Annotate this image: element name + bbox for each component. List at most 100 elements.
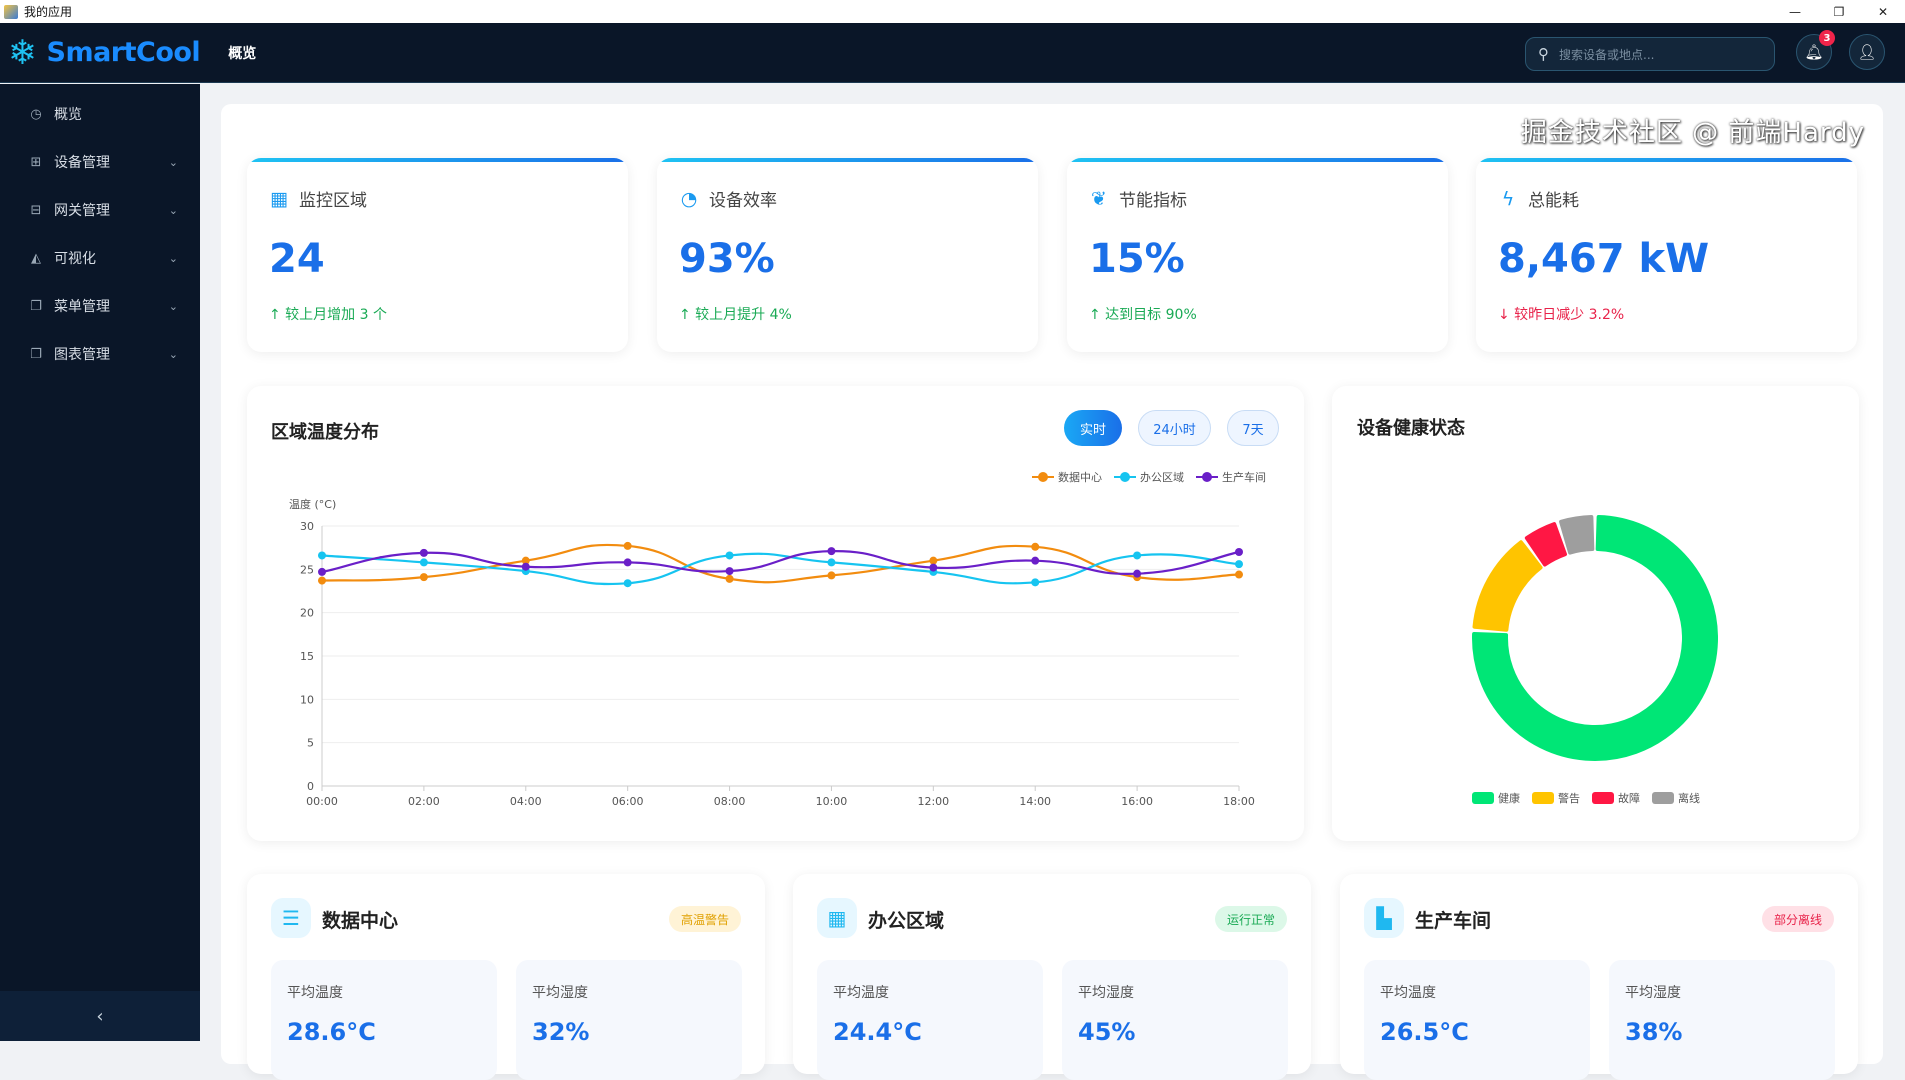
data-point[interactable]	[318, 551, 326, 560]
data-point[interactable]	[419, 573, 428, 582]
sidebar-item-5[interactable]: ❐ 图表管理 ⌄	[0, 330, 200, 378]
data-point[interactable]	[1133, 569, 1142, 578]
metric-value: 26.5°C	[1380, 1018, 1469, 1046]
data-point[interactable]	[318, 567, 326, 576]
legend-swatch	[1532, 792, 1554, 804]
data-point[interactable]	[419, 548, 428, 557]
legend-item[interactable]: 办公区域	[1114, 469, 1184, 485]
data-point[interactable]	[929, 563, 938, 572]
pie-chart-icon: ◷	[30, 106, 42, 122]
legend-item[interactable]: 健康	[1472, 790, 1520, 806]
search-icon: ⚲	[1538, 45, 1549, 63]
data-point[interactable]	[1133, 551, 1142, 560]
legend-item[interactable]: 警告	[1532, 790, 1580, 806]
x-tick-label: 16:00	[1121, 795, 1153, 808]
legend-swatch	[1652, 792, 1674, 804]
data-point[interactable]	[827, 571, 836, 580]
data-point[interactable]	[1133, 573, 1142, 582]
metric-label: 平均温度	[1380, 985, 1436, 1001]
sidebar-item-label: 概览	[54, 107, 82, 123]
sidebar-item-2[interactable]: ⊟ 网关管理 ⌄	[0, 186, 200, 234]
top-header: ❄ SmartCool 概览 ⚲ 搜索设备或地点... 🔔︎ 3 👤︎	[0, 23, 1905, 83]
donut-slice-0[interactable]	[1472, 515, 1718, 761]
kpi-trend: ↑ 较上月提升 4%	[679, 307, 792, 323]
sidebar-item-label: 可视化	[54, 251, 96, 267]
kpi-trend: ↓ 较昨日减少 3.2%	[1498, 307, 1625, 323]
metric-label: 平均湿度	[1078, 985, 1134, 1001]
zone-name: 生产车间	[1415, 910, 1492, 932]
data-point[interactable]	[1031, 542, 1040, 551]
bell-icon: 🔔︎	[1804, 43, 1824, 61]
donut-slice-2[interactable]	[1524, 522, 1567, 567]
legend-marker	[1114, 472, 1136, 482]
data-point[interactable]	[419, 558, 428, 567]
sidebar-item-0[interactable]: ◷ 概览	[0, 90, 200, 138]
sidebar-item-4[interactable]: ❐ 菜单管理 ⌄	[0, 282, 200, 330]
kpi-value: 93%	[679, 236, 775, 282]
data-point[interactable]	[725, 574, 734, 583]
brand-logo[interactable]: ❄ SmartCool	[8, 36, 201, 70]
range-button-7d[interactable]: 7天	[1227, 410, 1279, 446]
header-nav-overview[interactable]: 概览	[228, 45, 257, 62]
data-point[interactable]	[1235, 548, 1243, 556]
data-point[interactable]	[1235, 560, 1243, 569]
sidebar-item-3[interactable]: ◭ 可视化 ⌄	[0, 234, 200, 282]
metric-value: 45%	[1078, 1018, 1136, 1046]
data-point[interactable]	[623, 558, 632, 567]
donut-slice-1[interactable]	[1472, 540, 1543, 632]
chevron-down-icon: ⌄	[168, 347, 178, 361]
zone-metric: 平均湿度 45%	[1062, 960, 1288, 1080]
kpi-label: 设备效率	[709, 191, 777, 211]
collapse-sidebar-button[interactable]: ‹	[0, 991, 200, 1041]
data-point[interactable]	[318, 576, 326, 585]
data-point[interactable]	[521, 556, 530, 565]
legend-swatch	[1592, 792, 1614, 804]
donut-slice-3[interactable]	[1559, 515, 1595, 555]
data-point[interactable]	[1031, 556, 1040, 565]
zone-card[interactable]: ☰ 数据中心 高温警告 平均温度 28.6°C 平均湿度 32%	[247, 874, 765, 1080]
legend-marker	[1032, 472, 1054, 482]
y-axis-label: 温度 (°C)	[289, 497, 336, 511]
data-point[interactable]	[725, 567, 734, 576]
sidebar: ◷ 概览 ⊞ 设备管理 ⌄ ⊟ 网关管理 ⌄ ◭ 可视化 ⌄ ❐ 菜单管理 ⌄ ❐ 图表管理 ⌄ ‹	[0, 84, 200, 1041]
data-point[interactable]	[725, 551, 734, 560]
data-point[interactable]	[827, 547, 836, 556]
data-point[interactable]	[623, 579, 632, 588]
range-button-realtime[interactable]: 实时	[1064, 410, 1122, 446]
gauge-icon: ◔	[680, 187, 698, 210]
legend-item[interactable]: 离线	[1652, 790, 1700, 806]
legend-label: 健康	[1498, 792, 1520, 805]
data-point[interactable]	[929, 556, 938, 565]
area-chart-icon: ◭	[31, 250, 41, 266]
y-tick-label: 30	[300, 520, 314, 533]
minimize-button[interactable]: —	[1789, 4, 1801, 19]
data-point[interactable]	[623, 541, 632, 550]
data-point[interactable]	[929, 567, 938, 576]
data-point[interactable]	[1031, 578, 1040, 587]
search-input[interactable]: ⚲ 搜索设备或地点...	[1525, 37, 1775, 71]
data-point[interactable]	[1235, 570, 1243, 579]
zone-card[interactable]: ▙ 生产车间 部分离线 平均温度 26.5°C 平均湿度 38%	[1340, 874, 1858, 1080]
data-point[interactable]	[521, 562, 530, 571]
y-tick-label: 10	[300, 693, 314, 706]
chevron-down-icon: ⌄	[168, 251, 178, 265]
legend-item[interactable]: 生产车间	[1196, 469, 1266, 485]
range-button-24h[interactable]: 24小时	[1138, 410, 1211, 446]
metric-label: 平均湿度	[532, 985, 588, 1001]
notifications-button[interactable]: 🔔︎ 3	[1796, 30, 1835, 70]
data-point[interactable]	[521, 567, 530, 576]
watermark: 掘金技术社区 @ 前端Hardy	[1520, 118, 1865, 148]
user-avatar-button[interactable]: 👤︎	[1849, 34, 1885, 70]
kpi-value: 15%	[1089, 236, 1185, 282]
legend-label: 故障	[1618, 792, 1640, 805]
close-button[interactable]: ✕	[1877, 4, 1889, 19]
temperature-chart-card: 区域温度分布 实时 24小时 7天 数据中心 办公区域 生产车间 温度 (°C) 0 5…	[247, 386, 1304, 841]
zone-card[interactable]: ▦ 办公区域 运行正常 平均温度 24.4°C 平均湿度 45%	[793, 874, 1311, 1080]
restore-button[interactable]: ❐	[1833, 4, 1845, 19]
health-donut-chart	[1472, 515, 1718, 761]
health-card: 设备健康状态 健康 警告 故障 离线	[1332, 386, 1859, 841]
legend-item[interactable]: 故障	[1592, 790, 1640, 806]
data-point[interactable]	[827, 558, 836, 567]
legend-item[interactable]: 数据中心	[1032, 469, 1102, 485]
sidebar-item-1[interactable]: ⊞ 设备管理 ⌄	[0, 138, 200, 186]
